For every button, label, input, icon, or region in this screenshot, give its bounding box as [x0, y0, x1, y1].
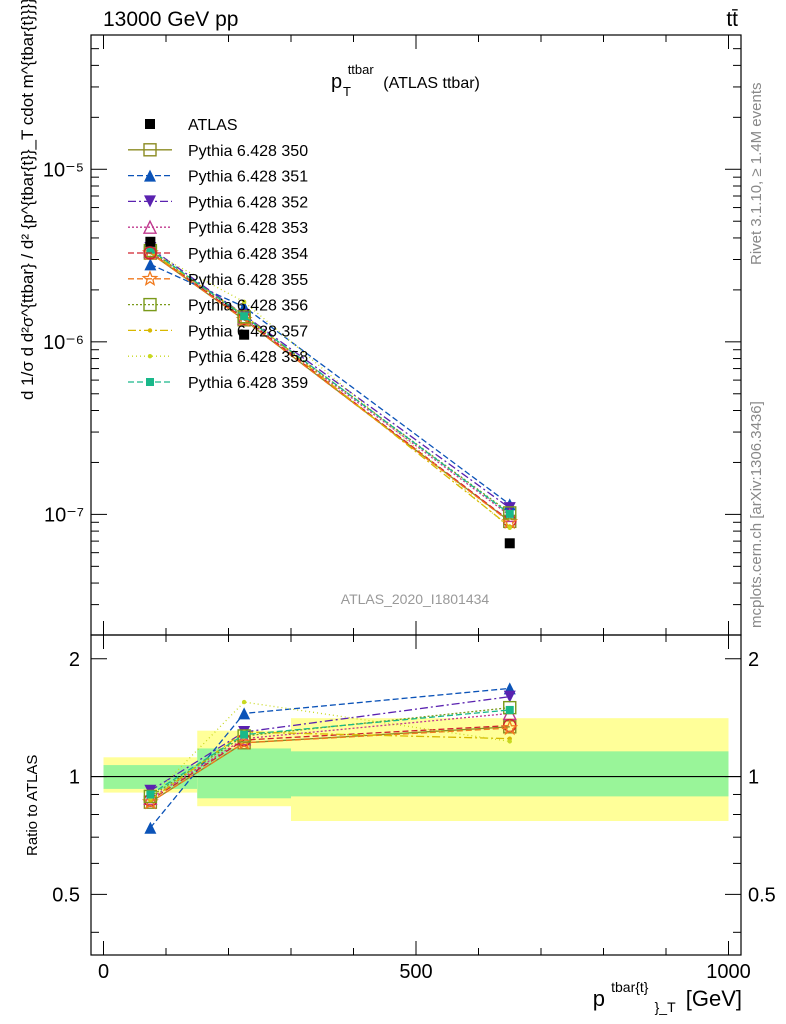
xaxis-label-sub: }_T — [655, 999, 676, 1015]
ratio-bands — [103, 718, 729, 821]
series-marker-ratio-9-0 — [146, 790, 155, 799]
ytick-main-label: 10⁻⁶ — [43, 332, 84, 354]
series-marker-main-9-2 — [505, 509, 514, 518]
analysis-watermark: ATLAS_2020_I1801434 — [341, 591, 490, 607]
axis-ticks: 0 500 1000 10⁻⁵ 10⁻⁶ 10⁻⁷ 0.5 0.5 1 1 2 2 — [43, 35, 776, 983]
panel-title-main: p — [331, 71, 342, 93]
legend-label-2: Pythia 6.428 352 — [188, 194, 308, 211]
ytick-ratio-label-left: 1 — [69, 767, 80, 789]
xaxis-label-unit: [GeV] — [686, 986, 742, 1011]
band-inner-2 — [291, 751, 729, 797]
atlas-data-points — [145, 236, 515, 549]
series-line-ratio-3 — [150, 712, 510, 799]
series-line-ratio-2 — [150, 696, 510, 792]
legend-label-1: Pythia 6.428 351 — [188, 169, 308, 186]
series-marker-main-6-2 — [503, 506, 517, 520]
atlas-point-1 — [239, 329, 250, 340]
ratio-ylabel: Ratio to ATLAS — [24, 755, 41, 856]
series-line-ratio-6 — [150, 707, 510, 797]
series-marker-ratio-2-2 — [503, 690, 516, 703]
ytick-ratio-label-right: 1 — [748, 767, 759, 789]
legend-label-0: Pythia 6.428 350 — [188, 143, 308, 160]
series-marker-ratio-9-2 — [505, 705, 514, 714]
series-line-ratio-5 — [150, 727, 510, 803]
series-marker-ratio-5-1 — [235, 734, 253, 750]
legend-marker-2 — [144, 195, 156, 208]
series-line-ratio-8 — [149, 701, 510, 799]
series-line-ratio-4 — [150, 724, 510, 801]
xaxis-label: p tbar{t} }_T [GeV] — [593, 972, 742, 1017]
series-ratio-panel — [141, 682, 519, 834]
series-marker-ratio-1-1 — [238, 707, 251, 720]
series-marker-ratio-8-2 — [507, 739, 512, 744]
legend-marker-9 — [146, 378, 154, 386]
legend-marker-1 — [144, 169, 156, 182]
xaxis-label-sup: tbar{t} — [611, 979, 649, 995]
legend-marker-6 — [143, 297, 157, 312]
legend-marker-4 — [143, 246, 157, 260]
xtick-label-500: 500 — [399, 961, 432, 983]
series-marker-main-8-1 — [241, 299, 247, 305]
main-ylabel: d 1/σ d d²σ^{ttbar} / d² {p^{tbar{t}}_T … — [18, 0, 37, 400]
series-line-main-9 — [149, 249, 511, 515]
panel-title-sub: T — [343, 84, 351, 99]
xaxis-label-main: p — [593, 986, 605, 1011]
legend-label-8: Pythia 6.428 358 — [188, 349, 308, 366]
panel-title: p ttbar (ATLAS ttbar) — [331, 57, 480, 93]
legend-label-9: Pythia 6.428 359 — [188, 375, 308, 392]
legend-marker-8 — [147, 354, 153, 359]
series-marker-main-1-0 — [144, 258, 157, 271]
legend-label-3: Pythia 6.428 353 — [188, 220, 308, 237]
series-marker-ratio-9-1 — [240, 730, 249, 739]
legend-label-7: Pythia 6.428 357 — [188, 323, 308, 340]
series-main-panel — [141, 242, 519, 530]
panel-title-sup: ttbar — [348, 62, 375, 77]
series-marker-main-9-1 — [240, 312, 249, 321]
series-marker-main-6-1 — [237, 310, 251, 324]
ytick-ratio-label-right: 0.5 — [748, 884, 776, 906]
series-line-main-4 — [149, 251, 511, 522]
series-marker-main-8-2 — [507, 525, 512, 530]
legend: ATLAS Pythia 6.428 350 Pythia 6.428 351 Pyt… — [128, 117, 308, 392]
xtick-label-0: 0 — [98, 961, 109, 983]
band-inner-1 — [197, 748, 291, 799]
ytick-ratio-label-left: 0.5 — [52, 884, 80, 906]
series-marker-ratio-5-2 — [501, 719, 519, 736]
energy-label: 13000 GeV pp — [103, 8, 238, 31]
atlas-point-0 — [145, 236, 156, 247]
series-marker-ratio-1-0 — [144, 821, 157, 834]
series-marker-ratio-8-1 — [241, 699, 247, 705]
rivet-label: Rivet 3.1.10, ≥ 1.4M events — [748, 83, 765, 266]
legend-marker-5 — [141, 270, 159, 286]
legend-marker-0 — [143, 143, 157, 157]
legend-label-6: Pythia 6.428 356 — [188, 298, 308, 315]
series-marker-main-9-0 — [146, 245, 155, 254]
series-marker-ratio-5-0 — [141, 793, 159, 810]
ytick-ratio-label-left: 2 — [69, 649, 80, 671]
series-line-main-5 — [149, 252, 511, 523]
legend-label-4: Pythia 6.428 354 — [188, 246, 308, 263]
series-marker-ratio-3-1 — [236, 731, 252, 746]
legend-marker-atlas — [145, 119, 155, 129]
atlas-point-2 — [504, 538, 515, 549]
legend-marker-3 — [142, 219, 158, 234]
legend-label-atlas: ATLAS — [188, 117, 238, 134]
xtick-label-1000: 1000 — [706, 961, 751, 983]
legend-marker-7 — [147, 328, 153, 333]
mcplots-label: mcplots.cern.ch [arXiv:1306.3436] — [748, 401, 765, 628]
ytick-ratio-label-right: 2 — [748, 649, 759, 671]
ytick-main-label: 10⁻⁷ — [44, 504, 84, 526]
ytick-main-label: 10⁻⁵ — [43, 159, 84, 181]
panel-title-rest: (ATLAS ttbar) — [383, 75, 480, 92]
process-label: tt̄ — [726, 8, 738, 31]
legend-label-5: Pythia 6.428 355 — [188, 272, 308, 289]
